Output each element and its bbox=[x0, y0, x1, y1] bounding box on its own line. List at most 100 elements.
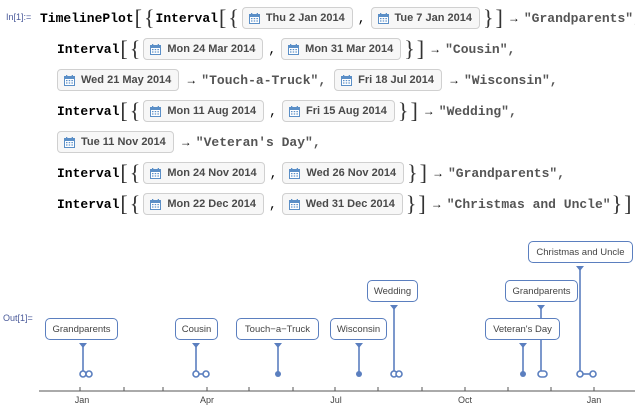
date-chip[interactable]: Mon 31 Mar 2014 bbox=[281, 38, 402, 60]
event-label-string: "Grandparents", bbox=[447, 165, 565, 181]
timeline-plot: Grandparents Cousin Touch−a−Truck Wiscon… bbox=[0, 230, 635, 410]
date-chip[interactable]: Mon 22 Dec 2014 bbox=[143, 193, 264, 215]
rule-arrow: → bbox=[507, 11, 520, 25]
calendar-icon bbox=[150, 105, 162, 117]
rule-arrow: → bbox=[422, 104, 435, 118]
axis-tick-label-apr: Apr bbox=[199, 395, 215, 405]
code-line-2: Interval [ { Mon 24 Mar 2014 , Mon 31 Ma… bbox=[57, 37, 515, 61]
date-chip-text: Mon 24 Nov 2014 bbox=[167, 167, 257, 179]
open-brace: { bbox=[129, 191, 141, 216]
calendar-icon bbox=[289, 167, 301, 179]
close-bracket: ] bbox=[624, 191, 632, 216]
calendar-icon bbox=[64, 136, 75, 148]
open-bracket: [ bbox=[120, 160, 128, 185]
event-label-string: "Christmas and Uncle" bbox=[446, 196, 611, 212]
date-chip-text: Fri 18 Jul 2014 bbox=[358, 74, 434, 86]
calendar-icon bbox=[377, 12, 389, 24]
open-brace: { bbox=[129, 98, 141, 123]
calendar-icon bbox=[288, 105, 300, 117]
interval-keyword: Interval bbox=[155, 10, 218, 26]
axis-tick-label-oct: Oct bbox=[457, 395, 473, 405]
open-bracket: [ bbox=[134, 5, 142, 30]
comma: , bbox=[269, 165, 278, 181]
date-chip[interactable]: Tue 11 Nov 2014 bbox=[57, 131, 174, 153]
code-line-1: TimelinePlot [ { Interval [ { Thu 2 Jan … bbox=[40, 6, 635, 30]
open-bracket: [ bbox=[120, 36, 128, 61]
date-chip-text: Wed 21 May 2014 bbox=[81, 74, 172, 86]
axis-tick-label-jan-2015: Jan bbox=[586, 395, 602, 405]
rule-arrow: → bbox=[179, 135, 192, 149]
date-chip[interactable]: Wed 21 May 2014 bbox=[57, 69, 180, 91]
date-chip[interactable]: Mon 24 Mar 2014 bbox=[143, 38, 264, 60]
function-name: TimelinePlot bbox=[40, 10, 134, 26]
date-chip[interactable]: Mon 24 Nov 2014 bbox=[143, 162, 265, 184]
calendar-icon bbox=[248, 12, 260, 24]
open-bracket: [ bbox=[218, 5, 227, 30]
date-chip-text: Mon 11 Aug 2014 bbox=[167, 105, 257, 117]
open-brace: { bbox=[129, 160, 141, 185]
date-chip-text: Wed 31 Dec 2014 bbox=[305, 198, 395, 210]
date-chip-text: Thu 2 Jan 2014 bbox=[265, 12, 345, 24]
date-chip[interactable]: Mon 11 Aug 2014 bbox=[143, 100, 265, 122]
comma: , bbox=[269, 103, 277, 119]
event-label-christmas-and-uncle: Christmas and Uncle bbox=[528, 241, 633, 263]
interval-keyword: Interval bbox=[57, 165, 120, 181]
rule-arrow: → bbox=[431, 166, 444, 180]
event-label-veterans-day: Veteran's Day bbox=[485, 318, 560, 340]
event-label-grandparents-jan: Grandparents bbox=[45, 318, 118, 340]
open-bracket: [ bbox=[120, 98, 128, 123]
axis-tick-label-jul: Jul bbox=[330, 395, 342, 405]
close-brace: } bbox=[611, 191, 623, 216]
event-label-string: "Cousin", bbox=[445, 41, 516, 57]
close-brace: } bbox=[397, 98, 409, 123]
code-line-5: Tue 11 Nov 2014 → "Veteran's Day", bbox=[55, 130, 321, 154]
close-brace: } bbox=[407, 160, 418, 185]
event-label-string: "Wedding", bbox=[438, 103, 517, 119]
date-chip[interactable]: Fri 15 Aug 2014 bbox=[281, 100, 395, 122]
calendar-icon bbox=[150, 198, 162, 210]
close-bracket: ] bbox=[416, 36, 425, 61]
event-label-string: "Touch-a-Truck", bbox=[201, 72, 327, 88]
open-brace: { bbox=[129, 36, 141, 61]
output-prompt: Out[1]= bbox=[3, 313, 33, 323]
interval-keyword: Interval bbox=[57, 41, 120, 57]
calendar-icon bbox=[150, 167, 162, 179]
date-chip-text: Tue 11 Nov 2014 bbox=[81, 136, 166, 148]
calendar-icon bbox=[341, 74, 353, 86]
code-line-6: Interval [ { Mon 24 Nov 2014 , Wed 26 No… bbox=[57, 161, 565, 185]
date-chip-text: Mon 22 Dec 2014 bbox=[167, 198, 256, 210]
close-bracket: ] bbox=[419, 160, 427, 185]
axis-ticks bbox=[79, 387, 595, 391]
close-bracket: ] bbox=[495, 5, 503, 30]
date-chip-text: Tue 7 Jan 2014 bbox=[394, 12, 472, 24]
event-label-cousin: Cousin bbox=[175, 318, 218, 340]
date-chip[interactable]: Tue 7 Jan 2014 bbox=[370, 7, 480, 29]
code-line-7: Interval [ { Mon 22 Dec 2014 , Wed 31 De… bbox=[57, 192, 632, 216]
date-chip[interactable]: Thu 2 Jan 2014 bbox=[241, 7, 353, 29]
date-chip-text: Mon 31 Mar 2014 bbox=[305, 43, 394, 55]
date-chip[interactable]: Wed 26 Nov 2014 bbox=[282, 162, 405, 184]
close-bracket: ] bbox=[410, 98, 418, 123]
comma: , bbox=[268, 41, 277, 57]
open-bracket: [ bbox=[120, 191, 128, 216]
open-brace: { bbox=[228, 5, 239, 30]
date-chip-text: Wed 26 Nov 2014 bbox=[306, 167, 397, 179]
comma: , bbox=[268, 196, 277, 212]
event-label-wedding: Wedding bbox=[367, 280, 418, 302]
date-chip[interactable]: Wed 31 Dec 2014 bbox=[281, 193, 403, 215]
rule-arrow: → bbox=[429, 42, 442, 56]
close-brace: } bbox=[404, 36, 415, 61]
calendar-icon bbox=[288, 198, 300, 210]
axis-tick-label-jan: Jan bbox=[74, 395, 90, 405]
event-label-string: "Veteran's Day", bbox=[195, 134, 321, 150]
date-chip[interactable]: Fri 18 Jul 2014 bbox=[334, 69, 442, 91]
code-line-3: Wed 21 May 2014 → "Touch-a-Truck", Fri 1… bbox=[55, 68, 558, 92]
interval-keyword: Interval bbox=[57, 103, 120, 119]
date-chip-text: Mon 24 Mar 2014 bbox=[167, 43, 256, 55]
date-chip-text: Fri 15 Aug 2014 bbox=[305, 105, 387, 117]
comma: , bbox=[357, 10, 366, 26]
rule-arrow: → bbox=[430, 197, 443, 211]
interval-keyword: Interval bbox=[57, 196, 120, 212]
code-line-4: Interval [ { Mon 11 Aug 2014 , Fri 15 Au… bbox=[57, 99, 517, 123]
event-label-grandparents-nov: Grandparents bbox=[505, 280, 578, 302]
